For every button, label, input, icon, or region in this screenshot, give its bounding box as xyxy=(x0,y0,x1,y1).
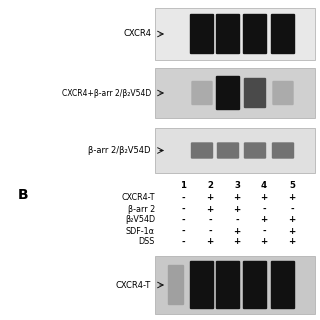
Bar xyxy=(155,256,315,314)
Bar xyxy=(155,68,315,118)
FancyBboxPatch shape xyxy=(216,14,240,54)
Text: 1: 1 xyxy=(180,181,186,190)
FancyBboxPatch shape xyxy=(271,14,295,54)
Text: -: - xyxy=(181,215,185,225)
Text: +: + xyxy=(206,204,214,213)
Text: CXCR4: CXCR4 xyxy=(123,29,151,38)
Text: 4: 4 xyxy=(261,181,267,190)
Text: +: + xyxy=(260,237,268,246)
Text: -: - xyxy=(262,204,266,213)
FancyBboxPatch shape xyxy=(190,261,214,309)
Text: CXCR4+β-arr 2/β₂V54D: CXCR4+β-arr 2/β₂V54D xyxy=(62,89,151,98)
Text: +: + xyxy=(206,237,214,246)
FancyBboxPatch shape xyxy=(216,261,240,309)
FancyBboxPatch shape xyxy=(272,142,294,159)
Text: -: - xyxy=(181,227,185,236)
FancyBboxPatch shape xyxy=(244,78,266,108)
Text: CXCR4-T: CXCR4-T xyxy=(116,281,151,290)
Text: -: - xyxy=(208,215,212,225)
FancyBboxPatch shape xyxy=(191,142,213,159)
Text: +: + xyxy=(260,215,268,225)
Text: -: - xyxy=(290,204,294,213)
Text: +: + xyxy=(288,194,296,203)
FancyBboxPatch shape xyxy=(271,261,295,309)
FancyBboxPatch shape xyxy=(217,142,239,159)
Bar xyxy=(155,8,315,60)
Text: β-arr 2: β-arr 2 xyxy=(128,204,155,213)
Text: 5: 5 xyxy=(289,181,295,190)
Text: +: + xyxy=(206,194,214,203)
Text: -: - xyxy=(181,237,185,246)
Text: +: + xyxy=(288,215,296,225)
Text: +: + xyxy=(288,227,296,236)
Text: -: - xyxy=(235,215,239,225)
FancyBboxPatch shape xyxy=(243,14,267,54)
Text: +: + xyxy=(233,227,241,236)
Text: +: + xyxy=(288,237,296,246)
FancyBboxPatch shape xyxy=(243,261,267,309)
Text: +: + xyxy=(260,194,268,203)
Text: β₂V54D: β₂V54D xyxy=(125,215,155,225)
Text: -: - xyxy=(181,194,185,203)
Text: 3: 3 xyxy=(234,181,240,190)
Text: CXCR4-T: CXCR4-T xyxy=(122,194,155,203)
Text: -: - xyxy=(208,227,212,236)
Text: -: - xyxy=(262,227,266,236)
FancyBboxPatch shape xyxy=(244,142,266,159)
FancyBboxPatch shape xyxy=(191,81,213,105)
Text: +: + xyxy=(233,194,241,203)
Text: +: + xyxy=(233,237,241,246)
Text: SDF-1α: SDF-1α xyxy=(126,227,155,236)
Text: 2: 2 xyxy=(207,181,213,190)
Bar xyxy=(155,128,315,173)
FancyBboxPatch shape xyxy=(168,265,184,305)
Text: B: B xyxy=(18,188,28,202)
FancyBboxPatch shape xyxy=(190,14,214,54)
Text: -: - xyxy=(181,204,185,213)
FancyBboxPatch shape xyxy=(272,81,294,105)
FancyBboxPatch shape xyxy=(216,76,240,110)
Text: DSS: DSS xyxy=(139,237,155,246)
Text: +: + xyxy=(233,204,241,213)
Text: β-arr 2/β₂V54D: β-arr 2/β₂V54D xyxy=(89,146,151,155)
